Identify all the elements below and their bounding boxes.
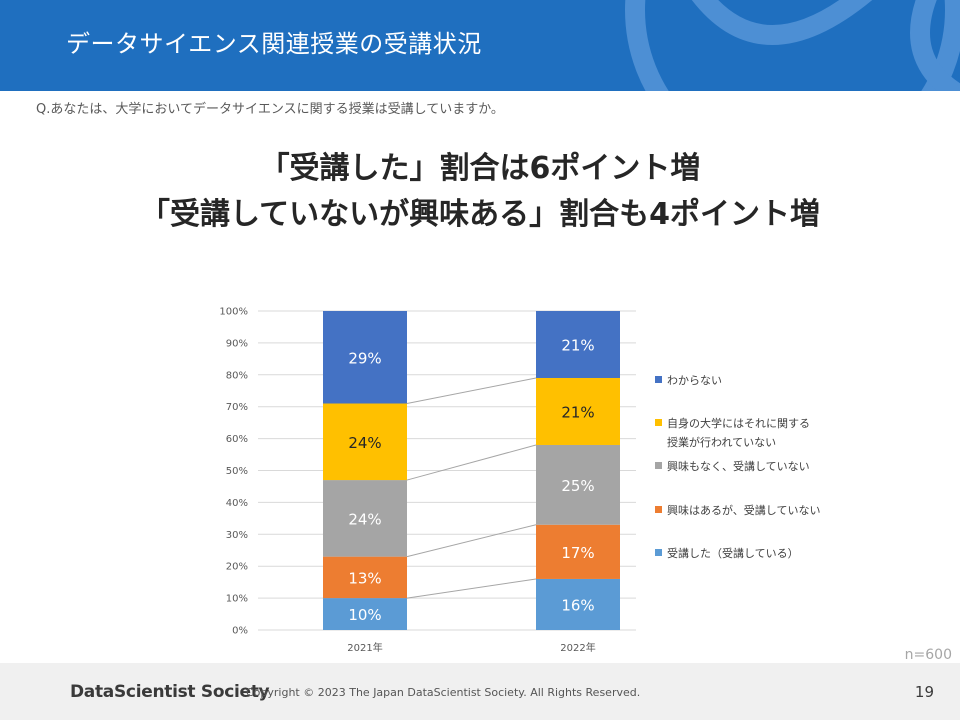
y-tick-label: 60% xyxy=(226,434,248,445)
bar-data-label: 25% xyxy=(561,477,594,495)
legend-swatch xyxy=(655,462,662,469)
legend-swatch xyxy=(655,549,662,556)
header-decoration xyxy=(625,0,960,91)
bar-data-label: 24% xyxy=(348,510,381,528)
y-tick-label: 40% xyxy=(226,498,248,509)
y-tick-label: 50% xyxy=(226,466,248,477)
decoration-arc xyxy=(691,0,873,45)
bar-segment xyxy=(536,578,620,630)
bar-segment xyxy=(323,403,407,481)
y-tick-label: 0% xyxy=(232,626,248,637)
page-number: 19 xyxy=(914,683,934,701)
slide-footer: DataScientist Society Copyright © 2023 T… xyxy=(0,663,960,720)
bar-data-label: 16% xyxy=(561,596,594,614)
legend-swatch xyxy=(655,376,662,383)
legend-label: わからない xyxy=(667,374,722,387)
bar-data-label: 13% xyxy=(348,569,381,587)
slide-title: データサイエンス関連授業の受講状況 xyxy=(66,30,482,58)
x-tick-label: 2022年 xyxy=(560,641,595,654)
survey-question: Q.あなたは、大学においてデータサイエンスに関する授業は受講していますか。 xyxy=(36,102,504,117)
headline-line-1: 「受講した」割合は6ポイント増 xyxy=(259,151,701,186)
headline-line-2: 「受講していないが興味ある」割合も4ポイント増 xyxy=(140,197,820,232)
bar-data-label: 10% xyxy=(348,606,381,624)
bar-data-label: 21% xyxy=(561,336,594,354)
footer-copyright: Copyright © 2023 The Japan DataScientist… xyxy=(246,686,641,699)
series-connector-line xyxy=(406,444,537,481)
y-tick-label: 100% xyxy=(219,307,248,318)
y-tick-label: 80% xyxy=(226,370,248,381)
bar-segment xyxy=(323,556,407,599)
y-tick-label: 10% xyxy=(226,594,248,605)
slide-header: データサイエンス関連授業の受講状況 xyxy=(0,0,960,91)
series-connector-line xyxy=(406,377,537,405)
legend-swatch xyxy=(655,506,662,513)
legend-swatch xyxy=(655,419,662,426)
bar-data-label: 17% xyxy=(561,544,594,562)
decoration-arc xyxy=(910,0,960,91)
bar-segment xyxy=(323,311,407,404)
bar-data-label: 24% xyxy=(348,434,381,452)
footer-logo: DataScientist Society xyxy=(70,682,270,702)
bar-data-label: 29% xyxy=(348,349,381,367)
legend-label: 興味はあるが、受講していない xyxy=(667,503,820,517)
decoration-ring xyxy=(625,0,960,91)
legend-label: 授業が行われていない xyxy=(667,435,776,449)
stacked-bar-chart: 0% 10% 20% 30% 40% 50% 60% 70% 80% 90% 100% 10% 13% 2… xyxy=(219,307,820,655)
series-connector-line xyxy=(406,578,537,599)
bar-segment xyxy=(536,524,620,579)
x-tick-label: 2021年 xyxy=(347,641,382,654)
legend-label: 興味もなく、受講していない xyxy=(667,459,810,473)
y-tick-label: 20% xyxy=(226,562,248,573)
y-tick-label: 30% xyxy=(226,530,248,541)
bar-data-label: 21% xyxy=(561,403,594,421)
sample-size: n=600 xyxy=(904,647,952,663)
series-connector-line xyxy=(406,524,537,558)
bar-segment xyxy=(323,480,407,557)
bar-segment xyxy=(536,444,620,525)
legend-label: 自身の大学にはそれに関する xyxy=(667,416,810,430)
bar-segment xyxy=(536,311,620,378)
legend-label: 受講した（受講している） xyxy=(667,546,799,560)
bar-segment xyxy=(536,377,620,445)
y-tick-label: 90% xyxy=(226,338,248,349)
bar-segment xyxy=(323,598,407,630)
y-tick-label: 70% xyxy=(226,402,248,413)
